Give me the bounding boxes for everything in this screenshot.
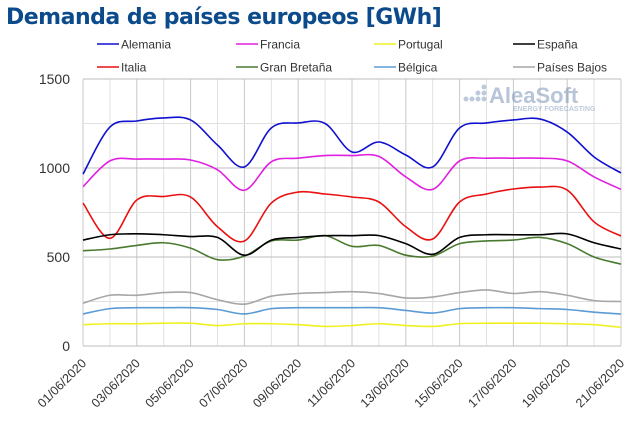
x-tick-label: 19/06/2020 (519, 356, 573, 410)
legend-label: Portugal (398, 38, 443, 52)
legend-item: Gran Bretaña (236, 61, 332, 75)
y-axis-ticks: 0 500 1000 1500 (39, 71, 70, 354)
series-line-gran-bretaña (82, 234, 622, 265)
x-tick-label: 13/06/2020 (358, 356, 412, 410)
series-line-bélgica (82, 306, 622, 315)
series-line-italia (82, 185, 622, 243)
legend-item: España (513, 38, 578, 52)
legend-label: Francia (260, 38, 300, 52)
legend-item: Alemania (97, 38, 171, 52)
x-tick-label: 01/06/2020 (35, 356, 89, 410)
svg-text:ENERGY FORECASTING: ENERGY FORECASTING (513, 106, 596, 113)
x-tick-label: 03/06/2020 (89, 356, 143, 410)
y-tick-label: 500 (47, 249, 71, 265)
series-line-países-bajos (82, 289, 622, 306)
y-tick-label: 1000 (39, 160, 70, 176)
aleasoft-logo-watermark: AleaSoft ENERGY FORECASTING (463, 83, 596, 113)
legend-item: Países Bajos (513, 61, 607, 75)
legend-label: Países Bajos (537, 61, 607, 75)
y-tick-label: 1500 (39, 71, 70, 87)
legend-label: España (537, 38, 578, 52)
series-line-francia (82, 153, 622, 192)
legend-item: Francia (236, 38, 300, 52)
legend-label: Gran Bretaña (260, 61, 332, 75)
legend-item: Italia (97, 61, 147, 75)
x-tick-label: 21/06/2020 (573, 356, 627, 410)
legend-label: Bélgica (398, 61, 438, 75)
legend-label: Italia (121, 61, 147, 75)
y-tick-label: 0 (62, 338, 70, 354)
x-tick-label: 05/06/2020 (143, 356, 197, 410)
x-axis-ticks: 01/06/2020 03/06/2020 05/06/2020 07/06/2020… (35, 356, 627, 410)
chart-title: Demanda de países europeos [GWh] (6, 5, 442, 30)
x-tick-label: 15/06/2020 (412, 356, 466, 410)
legend-item: Portugal (374, 38, 443, 52)
series-line-alemania (82, 116, 622, 175)
x-tick-label: 09/06/2020 (250, 356, 304, 410)
series-line-portugal (82, 322, 622, 329)
series-lines (82, 116, 622, 329)
x-tick-label: 07/06/2020 (196, 356, 250, 410)
x-tick-label: 11/06/2020 (305, 356, 359, 410)
svg-text:AleaSoft: AleaSoft (489, 83, 579, 108)
legend-item: Bélgica (374, 61, 438, 75)
series-line-españa (82, 232, 622, 257)
x-tick-label: 17/06/2020 (465, 356, 519, 410)
legend-label: Alemania (121, 38, 171, 52)
legend: Alemania Francia Portugal España Italia Gran … (97, 38, 607, 75)
